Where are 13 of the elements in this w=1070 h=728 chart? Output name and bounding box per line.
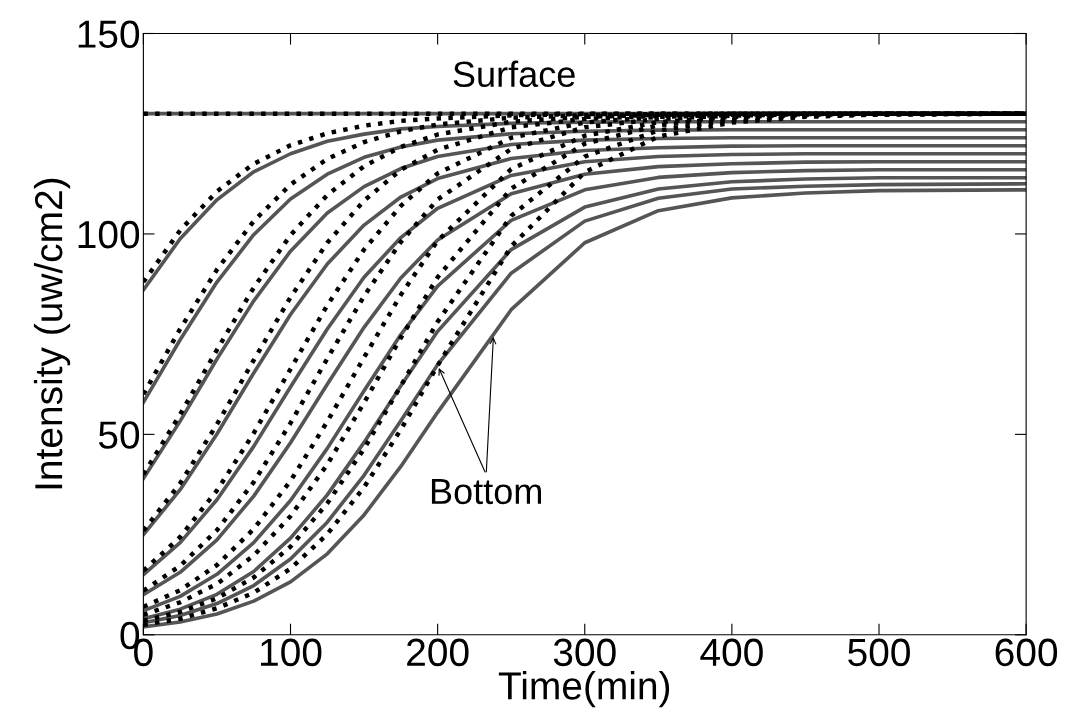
x-tick-label: 400 (700, 638, 763, 667)
y-tick-label: 100 (78, 220, 140, 249)
annotation: Surface (453, 60, 575, 88)
x-tick-label: 600 (995, 638, 1058, 667)
x-axis-title: Time(min) (498, 671, 670, 708)
y-tick-label: 150 (78, 20, 140, 48)
y-axis-title: Intensity (uw/cm2) (33, 178, 71, 489)
x-tick-label: 300 (553, 638, 616, 667)
annotation: Bottom (431, 479, 541, 505)
x-tick-label: 100 (261, 638, 322, 667)
y-tick-label: 50 (98, 421, 140, 449)
x-tick-label: 500 (848, 638, 910, 667)
x-tick-label: 200 (407, 638, 469, 667)
